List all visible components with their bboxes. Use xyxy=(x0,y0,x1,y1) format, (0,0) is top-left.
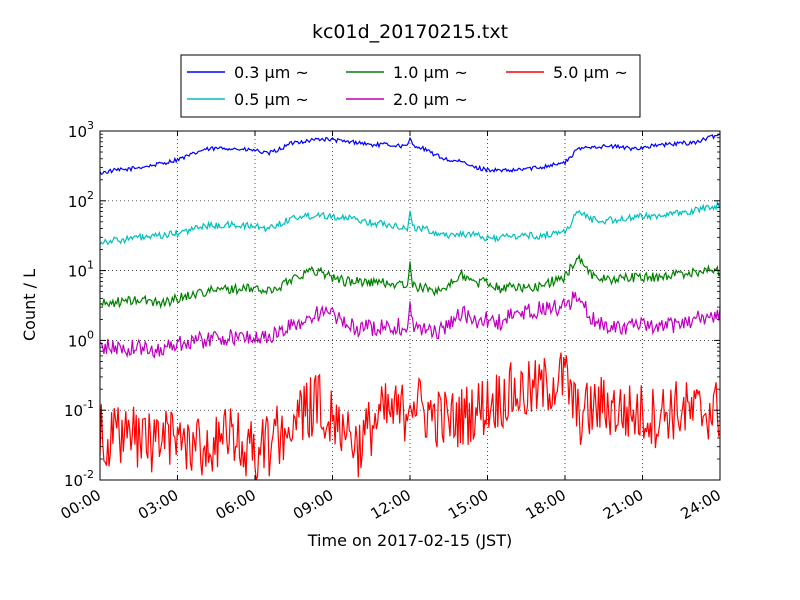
y-axis-title: Count / L xyxy=(20,269,39,341)
series-line xyxy=(99,253,721,310)
series-lines xyxy=(99,133,721,481)
legend-label: 5.0 μm ~ xyxy=(553,63,628,82)
chart-title: kc01d_20170215.txt xyxy=(312,21,508,43)
series-line xyxy=(99,291,721,359)
legend-box xyxy=(180,54,641,118)
series-line xyxy=(99,352,721,481)
legend-label: 1.0 μm ~ xyxy=(393,63,468,82)
legend-label: 0.5 μm ~ xyxy=(234,90,309,109)
legend: 0.3 μm ~ 0.5 μm ~ 1.0 μm ~ 2.0 μm ~ 5.0 μm ~ xyxy=(180,54,641,118)
axis-ticks xyxy=(99,130,721,481)
series-line xyxy=(99,200,721,246)
grid xyxy=(100,131,720,480)
x-axis-title: Time on 2017-02-15 (JST) xyxy=(307,531,512,550)
legend-label: 0.3 μm ~ xyxy=(234,63,309,82)
series-line xyxy=(99,133,721,175)
legend-label: 2.0 μm ~ xyxy=(393,90,468,109)
